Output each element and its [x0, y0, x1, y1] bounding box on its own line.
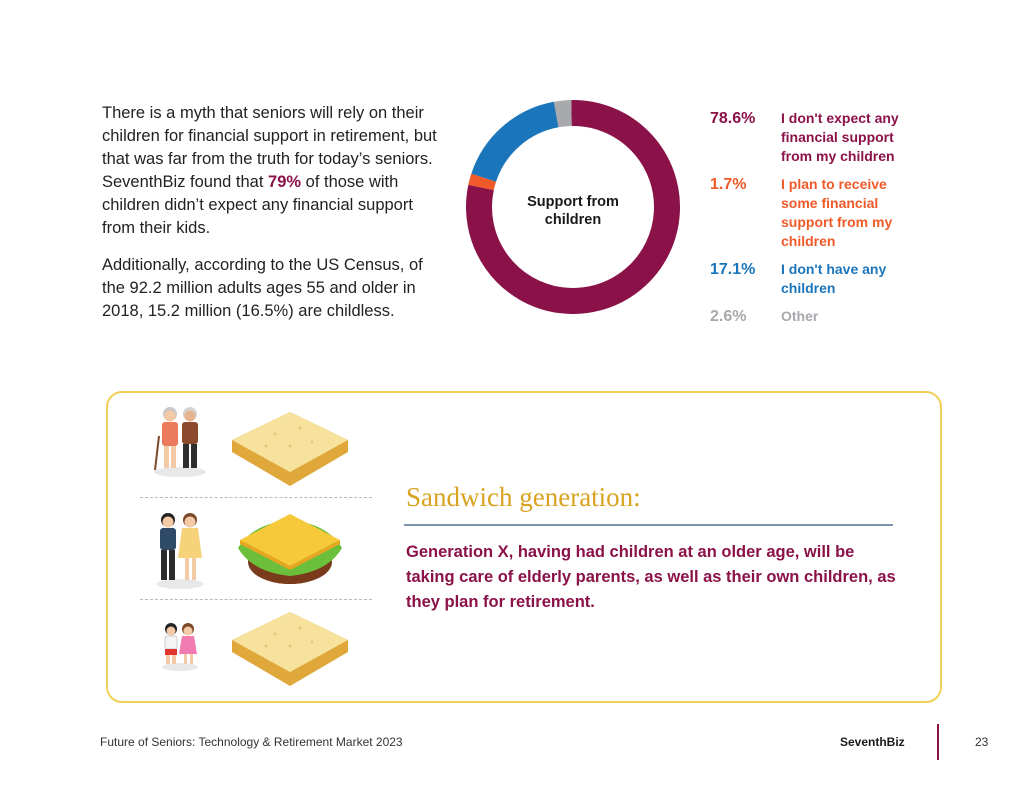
adult-couple-icon: [156, 513, 204, 589]
divider: [140, 497, 372, 498]
intro-text: There is a myth that seniors will rely o…: [102, 102, 447, 337]
legend-label: Other: [781, 308, 819, 324]
report-title: Future of Seniors: Technology & Retireme…: [100, 735, 403, 749]
intro-text-part: There is a myth that seniors will rely o…: [102, 104, 437, 191]
brand-name: SeventhBiz: [840, 735, 905, 749]
donut-slice-0: [466, 100, 680, 314]
legend-item: 17.1% I don't have any children: [710, 260, 930, 298]
donut-slice-2: [471, 101, 559, 183]
divider: [140, 599, 372, 600]
donut-svg: [466, 100, 680, 314]
legend-label: I plan to receive some financial support…: [781, 176, 893, 249]
legend-percent: 2.6%: [710, 308, 747, 325]
legend-item: 2.6% Other: [710, 307, 930, 327]
donut-center-label: Support from children: [527, 194, 619, 228]
sandwich-card: [106, 391, 942, 703]
bread-slice-icon: [232, 612, 348, 686]
page-number: 23: [975, 735, 989, 749]
sandwich-body: Generation X, having had children at an …: [406, 543, 896, 611]
legend-item: 78.6% I don't expect any financial suppor…: [710, 109, 930, 166]
donut-slice-1: [468, 173, 497, 191]
footer-divider: [937, 724, 939, 760]
intro-highlight: 79%: [268, 173, 302, 191]
intro-text-part: of those with children didn’t expect any…: [102, 173, 413, 237]
intro-paragraph-1: There is a myth that seniors will rely o…: [102, 102, 447, 240]
donut-slice-3: [553, 100, 572, 128]
elderly-couple-icon: [154, 407, 206, 477]
sandwich-title: Sandwich generation:: [406, 482, 641, 512]
intro-paragraph-2: Additionally, according to the US Census…: [102, 256, 423, 320]
legend-label: I don't have any children: [781, 261, 887, 296]
legend-item: 1.7% I plan to receive some financial sup…: [710, 175, 930, 251]
legend-percent: 1.7%: [710, 176, 747, 193]
legend-label: I don't expect any financial support fro…: [781, 110, 899, 164]
children-icon: [162, 623, 198, 671]
donut-chart: Support from children: [466, 100, 680, 314]
sandwich-filling-icon: [238, 514, 342, 584]
legend-percent: 78.6%: [710, 110, 756, 127]
title-rule: [404, 524, 893, 526]
bread-slice-icon: [232, 412, 348, 486]
chart-legend: 78.6% I don't expect any financial suppor…: [710, 109, 930, 336]
legend-percent: 17.1%: [710, 261, 756, 278]
